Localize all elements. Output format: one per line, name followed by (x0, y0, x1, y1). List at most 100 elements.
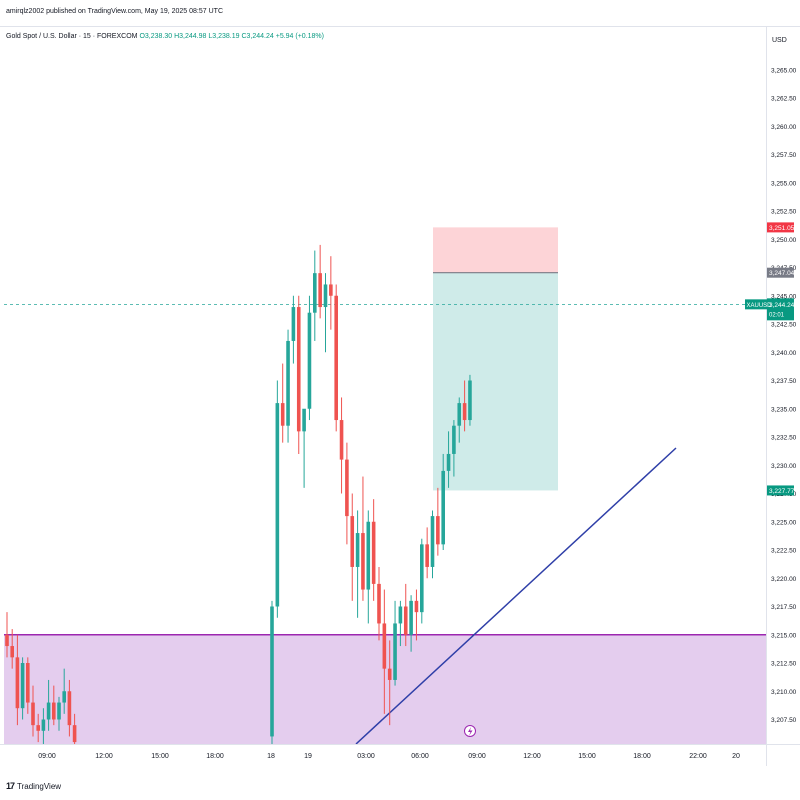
candle-body (286, 340, 290, 426)
candle-body (361, 533, 365, 590)
lightning-icon (468, 727, 473, 736)
time-tick-label: 20 (732, 753, 740, 760)
candle-body (41, 719, 46, 731)
candle-body (334, 295, 338, 421)
time-tick-label: 19 (304, 753, 312, 760)
candle-body (339, 420, 344, 460)
candle-body (313, 273, 317, 313)
price-axis: USD 3,265.00 3,262.50 3,260.00 3,257.50 3,255… (745, 37, 797, 724)
time-tick-label: 12:00 (523, 753, 541, 760)
candle-body (302, 408, 306, 432)
candle-body (398, 606, 403, 624)
candle-body (0, 304, 4, 380)
time-tick-label: 09:00 (38, 753, 56, 760)
price-tick-label: 3,260.00 (771, 124, 797, 131)
price-tick-label: 3,250.00 (771, 237, 797, 244)
candle-body (382, 623, 387, 669)
candle-body (457, 403, 462, 426)
candle-body (62, 691, 66, 703)
time-tick-label: 18:00 (206, 753, 224, 760)
candle-body (446, 453, 451, 471)
candle-body (52, 702, 56, 720)
ohlc-open: O3,238.30 (139, 33, 173, 40)
time-tick-label: 03:00 (357, 753, 375, 760)
candle-body (425, 544, 429, 567)
time-tick-label: 12:00 (95, 753, 113, 760)
candle-body (420, 544, 424, 613)
candle-body (275, 403, 280, 607)
candle-body (355, 533, 360, 567)
price-tick-label: 3,265.00 (771, 67, 797, 74)
currency-label: USD (772, 37, 787, 44)
symbol-legend: Gold Spot / U.S. Dollar · 15 · FOREXCOM … (6, 33, 324, 40)
candle-body (20, 663, 25, 709)
symbol-tag-label: XAUUSD (747, 303, 773, 309)
price-tick-label: 3,210.00 (771, 689, 797, 696)
price-tick-label: 3,252.50 (771, 209, 797, 216)
candle-body (387, 668, 392, 680)
candle-body (436, 516, 440, 545)
stop-price-tag (767, 222, 794, 233)
plot-area (0, 26, 800, 766)
take-profit-zone (433, 272, 558, 491)
tradingview-footer: 17 TradingView (6, 781, 61, 791)
brand-name: TradingView (17, 781, 62, 791)
candle-body (350, 516, 355, 567)
candle-body (280, 403, 285, 426)
entry-price-label: 3,247.04 (769, 270, 795, 277)
candle-body (371, 521, 376, 584)
candle-body (57, 702, 61, 720)
candle-body (345, 459, 349, 517)
candle-body (462, 403, 467, 421)
current-price-label: 3,244.24 (769, 302, 795, 309)
candle-body (452, 425, 456, 454)
time-tick-label: 15:00 (151, 753, 169, 760)
candle-body (366, 521, 371, 590)
price-tick-label: 3,235.00 (771, 406, 797, 413)
price-tick-label: 3,230.00 (771, 463, 797, 470)
candle-body (67, 691, 72, 726)
candle-body (31, 702, 35, 726)
price-tick-label: 3,220.00 (771, 576, 797, 583)
time-tick-label: 09:00 (468, 753, 486, 760)
candle-body (377, 583, 381, 624)
price-tick-label: 3,237.50 (771, 378, 797, 385)
time-tick-label: 18:00 (633, 753, 651, 760)
plot-content (0, 227, 766, 744)
target-price-tag (767, 485, 794, 496)
price-tick-label: 3,225.00 (771, 519, 797, 526)
candle-body (307, 312, 312, 409)
time-tick-label: 22:00 (689, 753, 707, 760)
candle-body (270, 606, 274, 737)
price-tick-label: 3,217.50 (771, 604, 797, 611)
candle-body (329, 284, 333, 296)
candle-body (403, 606, 408, 635)
candle-body (318, 273, 322, 308)
time-axis: 09:00 12:00 15:00 18:00 18 19 03:00 06:00 09:00 1… (38, 753, 740, 760)
countdown-label: 02:01 (769, 312, 785, 318)
price-chart[interactable]: USD 3,265.00 3,262.50 3,260.00 3,257.50 3,255… (0, 0, 800, 780)
candle-body (430, 516, 435, 567)
price-tick-label: 3,232.50 (771, 435, 797, 442)
time-tick-label: 06:00 (411, 753, 429, 760)
candle-body (296, 307, 301, 432)
ohlc-low: L3,238.19 (208, 33, 240, 40)
price-tick-label: 3,262.50 (771, 96, 797, 103)
ohlc-high: H3,244.98 (174, 33, 207, 40)
tradingview-logo-icon: 17 (6, 781, 15, 791)
stop-loss-zone (433, 227, 558, 273)
symbol-name[interactable]: Gold Spot / U.S. Dollar · 15 · FOREXCOM (6, 33, 138, 40)
ohlc-close: C3,244.24 (241, 33, 274, 40)
ohlc-change: +5.94 (+0.18%) (275, 33, 324, 40)
price-tick-label: 3,257.50 (771, 152, 797, 159)
price-tick-label: 3,207.50 (771, 717, 797, 724)
price-tick-label: 3,242.50 (771, 322, 797, 329)
price-tick-label: 3,222.50 (771, 548, 797, 555)
price-tick-label: 3,212.50 (771, 661, 797, 668)
stop-price-label: 3,251.05 (769, 225, 795, 232)
target-price-label: 3,227.77 (769, 488, 795, 495)
candle-body (441, 470, 445, 545)
candle-body (291, 307, 296, 341)
current-price-tag (767, 298, 794, 321)
candle-body (5, 634, 9, 647)
